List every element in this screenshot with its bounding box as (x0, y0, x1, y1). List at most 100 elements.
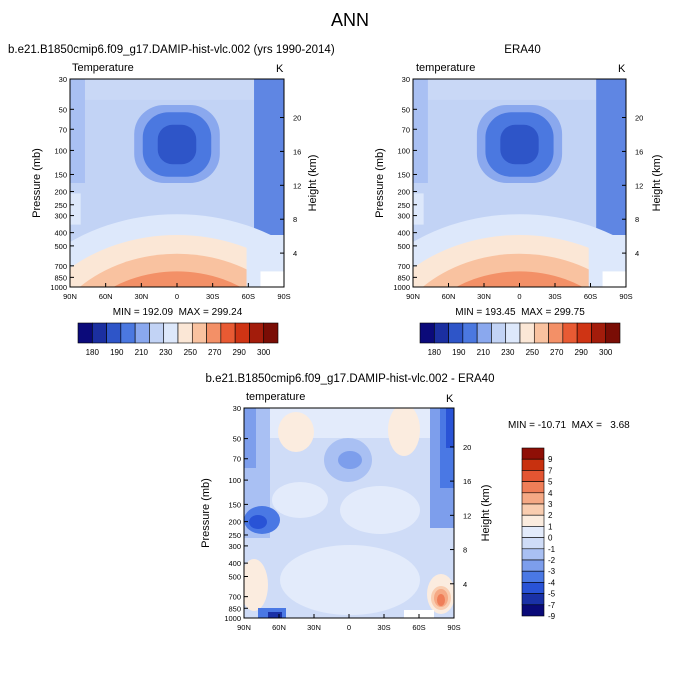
colorbar-box (419, 322, 435, 344)
colorbar-label: 230 (501, 348, 515, 357)
colorbar-label: 1 (548, 522, 553, 531)
diff-minmax: MIN = -10.71 MAX = 3.68 (508, 420, 630, 431)
y-tick-label: 1000 (393, 283, 410, 292)
diff-colorbar: 9 7 5 4 3 2 1 0 -1 -2 -3 -4 -5 -7 -9 (521, 447, 556, 621)
x-tick-label: 90N (63, 292, 77, 301)
y-right-tick-label: 4 (635, 249, 639, 258)
diff-ylabel-right: Height (km) (480, 485, 492, 542)
colorbar-label: -1 (548, 545, 556, 554)
obs-left-label: temperature (416, 62, 475, 74)
x-tick-label: 90N (237, 623, 251, 632)
y-tick-label: 50 (402, 105, 410, 114)
y-tick-label: 30 (59, 75, 67, 84)
y-right-tick-label: 8 (463, 546, 467, 555)
x-tick-label: 0 (175, 292, 179, 301)
y-tick-label: 1000 (50, 283, 67, 292)
y-tick-label: 70 (402, 125, 410, 134)
y-right-tick-label: 12 (463, 511, 471, 520)
y-tick-label: 400 (54, 229, 67, 238)
y-tick-label: 250 (228, 531, 241, 540)
colorbar-box (491, 322, 507, 344)
colorbar-box (519, 322, 535, 344)
diff-right-label: K (446, 393, 454, 405)
obs-ylabel: Pressure (mb) (374, 148, 386, 218)
y-tick-label: 850 (54, 273, 67, 282)
y-right-tick-label: 8 (635, 215, 639, 224)
colorbar-box (220, 322, 236, 344)
y-tick-label: 200 (397, 188, 410, 197)
x-tick-label: 60S (412, 623, 425, 632)
colorbar-label: -2 (548, 556, 556, 565)
obs-right-label: K (618, 63, 626, 75)
y-tick-label: 70 (59, 125, 67, 134)
y-tick-label: 850 (397, 273, 410, 282)
colorbar-box (91, 322, 107, 344)
colorbar-box (234, 322, 250, 344)
colorbar-box (521, 492, 545, 505)
colorbar-label: 0 (548, 534, 553, 543)
colorbar-box (505, 322, 521, 344)
y-right-tick-label: 16 (293, 147, 301, 156)
y-tick-label: 400 (397, 229, 410, 238)
model-left-label: Temperature (72, 62, 134, 74)
y-right-tick-label: 12 (635, 181, 643, 190)
colorbar-box (521, 559, 545, 572)
colorbar-box (605, 322, 621, 344)
y-tick-label: 150 (54, 170, 67, 179)
colorbar-box (521, 526, 545, 538)
colorbar-box (591, 322, 607, 344)
obs-panel-title: ERA40 (504, 44, 541, 56)
x-tick-label: 60N (272, 623, 286, 632)
model-minmax: MIN = 192.09 MAX = 299.24 (112, 307, 243, 318)
x-tick-label: 30S (548, 292, 561, 301)
colorbar-label: -3 (548, 567, 556, 576)
colorbar-box (149, 322, 165, 344)
x-tick-label: 60S (584, 292, 597, 301)
y-tick-label: 500 (228, 572, 241, 581)
colorbar-box (476, 322, 492, 344)
y-tick-label: 200 (54, 188, 67, 197)
y-tick-label: 200 (228, 518, 241, 527)
colorbar-box (120, 322, 136, 344)
colorbar-box (521, 481, 545, 494)
y-tick-label: 700 (397, 262, 410, 271)
colorbar-label: 230 (159, 348, 173, 357)
model-right-label: K (276, 63, 284, 75)
x-tick-label: 60S (242, 292, 255, 301)
y-tick-label: 50 (233, 435, 241, 444)
y-tick-label: 300 (228, 542, 241, 551)
colorbar-label: 4 (548, 489, 553, 498)
colorbar-box (177, 322, 193, 344)
colorbar-box (521, 604, 545, 617)
y-tick-label: 300 (54, 212, 67, 221)
colorbar-label: 3 (548, 500, 553, 509)
y-right-tick-label: 16 (635, 147, 643, 156)
y-tick-label: 700 (54, 262, 67, 271)
colorbar-label: 270 (550, 348, 564, 357)
colorbar-label: 9 (548, 455, 553, 464)
y-tick-label: 500 (54, 242, 67, 251)
colorbar-label: 5 (548, 478, 553, 487)
colorbar-label: 190 (110, 348, 124, 357)
x-tick-label: 90S (619, 292, 632, 301)
colorbar-label: 190 (452, 348, 466, 357)
obs-ylabel-right: Height (km) (651, 155, 663, 212)
x-tick-label: 0 (347, 623, 351, 632)
colorbar-label: -9 (548, 612, 556, 621)
y-tick-label: 250 (54, 201, 67, 210)
colorbar-box (448, 322, 464, 344)
colorbar-box (134, 322, 150, 344)
y-right-tick-label: 20 (463, 443, 471, 452)
y-right-tick-label: 20 (293, 114, 301, 123)
x-tick-label: 60N (99, 292, 113, 301)
y-right-tick-label: 16 (463, 477, 471, 486)
diff-panel-title: b.e21.B1850cmip6.f09_g17.DAMIP-hist-vlc.… (205, 373, 495, 385)
colorbar-box (521, 503, 545, 516)
obs-minmax: MIN = 193.45 MAX = 299.75 (455, 307, 585, 318)
y-right-tick-label: 4 (293, 249, 297, 258)
y-right-tick-label: 12 (293, 181, 301, 190)
